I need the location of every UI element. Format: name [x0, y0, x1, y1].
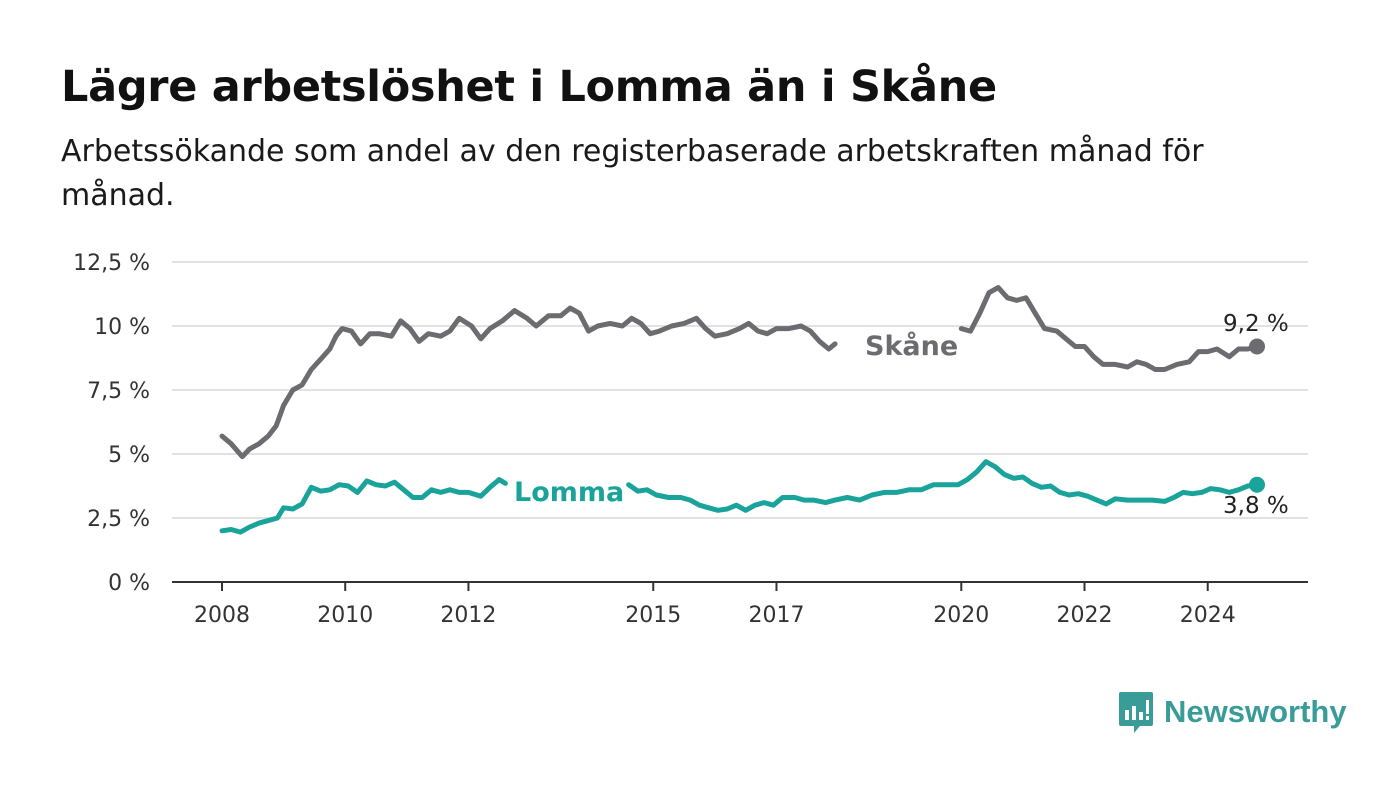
x-tick-label: 2017: [748, 603, 804, 628]
end-label-lomma: 3,8 %: [1223, 493, 1289, 519]
end-point-marker: [1249, 338, 1265, 355]
y-tick-label: 2,5 %: [87, 507, 150, 532]
chart-title: Lägre arbetslöshet i Lomma än i Skåne: [61, 62, 997, 112]
x-tick-label: 2020: [933, 603, 989, 628]
series-label-skane: Skåne: [865, 330, 958, 362]
brand-name: Newsworthy: [1164, 694, 1347, 729]
series-line-skne: [219, 305, 838, 460]
x-tick-label: 2008: [194, 603, 250, 628]
chart-subtitle: Arbetssökande som andel av den registerb…: [61, 134, 1204, 213]
y-tick-label: 10 %: [94, 315, 150, 340]
y-tick-label: 5 %: [108, 443, 150, 468]
end-point-marker: [1249, 476, 1265, 493]
y-axis: 0 % 2,5 % 5 % 7,5 % 10 % 12,5 %: [73, 251, 150, 596]
end-label-skane: 9,2 %: [1223, 311, 1289, 337]
x-tick-label: 2022: [1057, 603, 1113, 628]
x-axis: 2008 2010 2012 2015 2017 2020 2022 2024: [172, 581, 1308, 628]
newsworthy-logo-icon: [1119, 692, 1153, 733]
series-line-lomma: [626, 459, 1260, 513]
series-line-skne: [958, 285, 1260, 372]
x-tick-label: 2024: [1180, 603, 1236, 628]
y-tick-label: 12,5 %: [73, 251, 150, 276]
brand-logo: Newsworthy: [1118, 690, 1347, 734]
x-tick-label: 2012: [440, 603, 496, 628]
series-line-lomma: [219, 477, 508, 535]
y-tick-label: 0 %: [108, 571, 150, 596]
series-label-lomma: Lomma: [514, 477, 624, 508]
series-lines: [219, 285, 1265, 535]
series-labels: Skåne Lomma 9,2 % 3,8 %: [514, 311, 1289, 519]
gridlines: [172, 261, 1308, 519]
y-tick-label: 7,5 %: [87, 379, 150, 404]
x-tick-label: 2015: [625, 603, 681, 628]
x-tick-label: 2010: [317, 603, 373, 628]
